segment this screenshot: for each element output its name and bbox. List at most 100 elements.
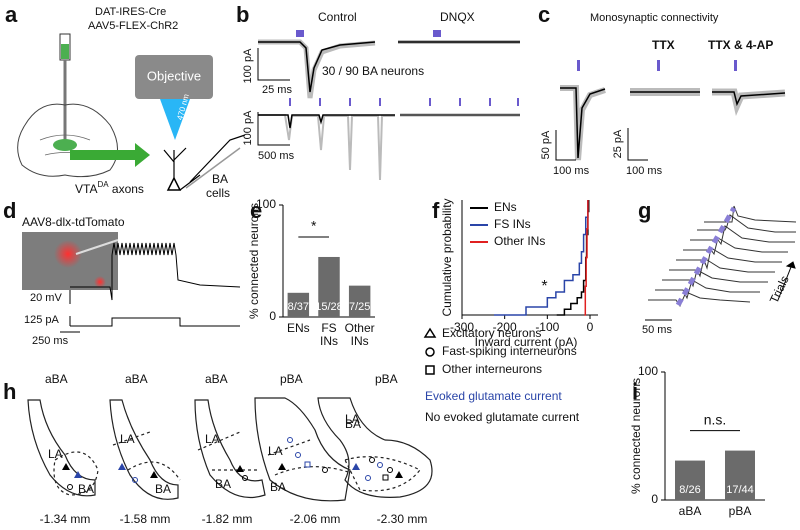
section-region: pBA [375, 372, 398, 386]
region-ba: BA [345, 417, 361, 431]
bar [318, 256, 340, 317]
stim [433, 30, 441, 37]
marker [242, 475, 248, 481]
label: VTADA axons [75, 180, 144, 196]
series-line [494, 200, 589, 316]
annotation: * [541, 278, 547, 295]
panel-h-markers [62, 437, 403, 490]
marker [382, 474, 389, 481]
marker [395, 471, 403, 478]
scale-label: 25 pA [612, 129, 624, 158]
panel-letter: g [638, 198, 651, 223]
bar [725, 450, 755, 500]
electrode [185, 147, 241, 189]
trace [704, 205, 797, 223]
panel-letter: c [538, 2, 550, 27]
scale-label: 100 ms [626, 165, 663, 177]
legend-symbol [425, 365, 435, 375]
marker [295, 452, 301, 458]
panel-b: Control DNQX 100 pA 25 ms 30 / 90 BA neu… [242, 10, 520, 181]
x-axis-label: Inward current (pA) [475, 335, 578, 349]
panel-letter: e [250, 198, 262, 223]
bar [348, 285, 371, 317]
label: Control [318, 10, 357, 24]
trace [712, 91, 786, 107]
marker [322, 467, 328, 473]
trace [70, 255, 113, 301]
region-outline [53, 451, 99, 496]
scale-label: 25 ms [262, 84, 292, 96]
series-line [556, 200, 590, 316]
panel-d: AAV8-dlx-tdTomato 20 mV 125 pA 250 ms [22, 215, 241, 347]
region-outline [112, 431, 181, 481]
vta [53, 139, 77, 151]
legend-symbol [425, 347, 435, 357]
x-tick-label: -100 [535, 320, 559, 334]
marker [67, 484, 73, 490]
x-tick-label: 0 [587, 320, 594, 334]
bar [675, 460, 705, 500]
marker [118, 463, 126, 470]
stim [289, 98, 381, 106]
section-level: -2.30 mm [377, 512, 428, 526]
panel-g [645, 205, 797, 321]
label: cells [206, 186, 230, 200]
section-level: -1.34 mm [40, 512, 91, 526]
scale-label: 250 ms [32, 335, 69, 347]
stim [577, 60, 580, 71]
y-tick-label: 0 [269, 309, 276, 323]
label: 30 / 90 BA neurons [322, 64, 424, 78]
region-outline [344, 456, 421, 492]
label: AAV8-dlx-tdTomato [22, 215, 125, 229]
region-la: LA [345, 412, 360, 426]
section-outline [27, 399, 96, 497]
marker [150, 471, 158, 478]
region-ba: BA [78, 482, 94, 496]
marker [377, 462, 383, 468]
arrow [70, 143, 150, 167]
panel-letter: h [3, 379, 16, 404]
label: Objective [147, 68, 201, 83]
section-level: -1.58 mm [120, 512, 171, 526]
trace [258, 41, 376, 93]
value-label: 17/44 [726, 484, 754, 496]
scale-label: 20 mV [30, 292, 62, 304]
region-ba: BA [155, 482, 171, 496]
scale-bar [257, 112, 290, 146]
annotation: * [311, 218, 317, 234]
panel-h [27, 397, 433, 502]
section-outline [109, 399, 179, 500]
marker [236, 465, 244, 472]
x-tick-label: Other INs [344, 321, 375, 348]
marker [387, 467, 393, 473]
panel-h-legend: Excitatory neurons Fast-spiking interneu… [423, 326, 580, 424]
marker [74, 471, 82, 478]
section-outline [317, 397, 433, 498]
y-axis-label: Cumulative probability [440, 198, 454, 316]
x-tick-label: -300 [450, 320, 474, 334]
y-tick-label: 100 [638, 364, 658, 378]
trace [648, 291, 751, 308]
image-cell [94, 276, 106, 288]
panel-letter: i [632, 379, 638, 404]
trace [669, 257, 775, 278]
cell-dendrite [163, 134, 246, 191]
label: Trials [767, 274, 792, 306]
panel-letter: b [236, 2, 249, 27]
panel-a: DAT-IRES-Cre AAV5-FLEX-ChR2 Objective 47… [17, 6, 246, 200]
scale-label: 125 pA [24, 314, 60, 326]
scale-label: 50 pA [540, 130, 552, 159]
marker [304, 461, 311, 468]
region-la: LA [120, 432, 135, 446]
stim [657, 60, 660, 71]
marker [278, 463, 286, 470]
scale-label: 100 pA [242, 110, 254, 146]
series-line [584, 200, 589, 316]
marker [132, 477, 138, 483]
label: DNQX [440, 10, 475, 24]
label: axons [109, 182, 144, 196]
scale-bar [555, 130, 576, 161]
arrow-line [777, 261, 794, 301]
legend-label: FS INs [494, 217, 531, 231]
